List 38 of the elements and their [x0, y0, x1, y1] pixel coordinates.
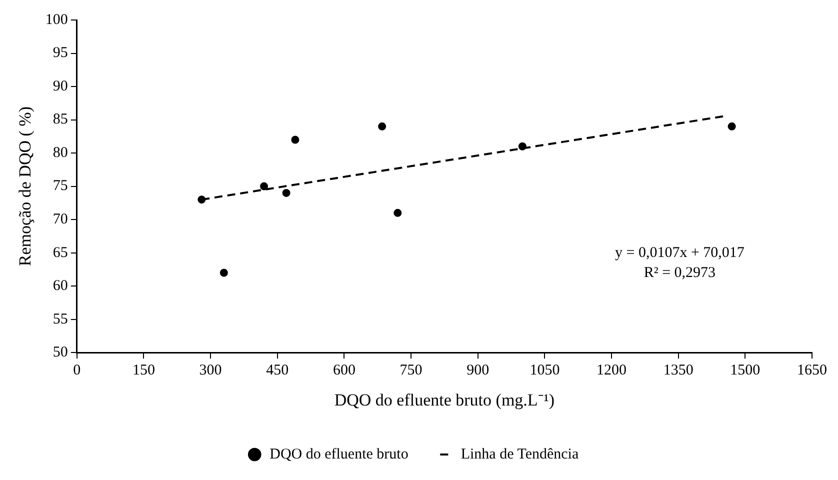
- x-axis-title: DQO do efluente bruto (mg.L⁻¹): [334, 390, 555, 410]
- point: [282, 188, 290, 197]
- y-tick-label: 95: [52, 45, 68, 62]
- point: [728, 122, 736, 130]
- x-tick-label: 450: [266, 362, 289, 379]
- y-tick-label: 75: [52, 178, 68, 194]
- y-tick-label: 60: [52, 278, 68, 294]
- y-tick-label: 80: [52, 144, 68, 161]
- x-tick-label: 1500: [730, 362, 760, 379]
- legend-label: Linha de Tendência: [460, 446, 579, 462]
- y-tick-label: 85: [52, 112, 68, 128]
- x-tick-label: 300: [199, 362, 222, 379]
- x-tick-label: 150: [132, 362, 155, 379]
- annotation: y = 0,0107x + 70,017: [614, 244, 745, 261]
- y-tick-label: 55: [52, 311, 68, 328]
- point: [198, 196, 206, 204]
- point: [378, 122, 386, 130]
- point: [260, 182, 268, 190]
- annotation: R² = 0,2973: [644, 264, 716, 281]
- x-tick-label: 1200: [596, 362, 627, 379]
- y-tick-label: 70: [52, 211, 68, 228]
- y-tick-label: 65: [52, 244, 68, 261]
- x-tick-label: 750: [400, 362, 422, 379]
- x-tick-label: 1350: [663, 362, 694, 379]
- x-tick-label: 900: [466, 362, 490, 379]
- y-tick-label: 50: [52, 344, 68, 361]
- point: [220, 268, 228, 277]
- y-tick-label: 100: [45, 12, 68, 28]
- y-axis-title: Remoção de DQO ( %): [16, 106, 35, 266]
- x-tick-label: 600: [332, 362, 356, 379]
- point: [291, 136, 300, 144]
- legend-label: DQO do efluente bruto: [270, 446, 408, 462]
- x-tick-label: 0: [73, 362, 81, 379]
- x-tick-label: 1650: [797, 362, 827, 379]
- y-tick-label: 90: [52, 78, 68, 94]
- point: [394, 208, 402, 217]
- point: [518, 142, 526, 150]
- x-tick-label: 1050: [530, 362, 560, 379]
